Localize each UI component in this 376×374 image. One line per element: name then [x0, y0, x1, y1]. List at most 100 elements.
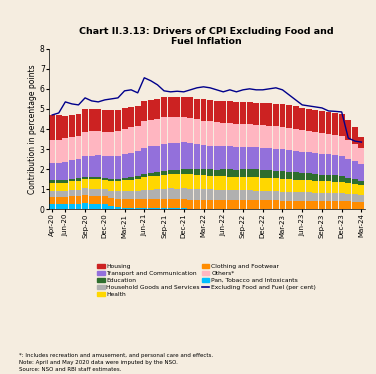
Bar	[299, 151, 305, 173]
Bar	[89, 179, 95, 188]
Title: Chart II.3.13: Drivers of CPI Excluding Food and
Fuel Inflation: Chart II.3.13: Drivers of CPI Excluding …	[79, 27, 334, 46]
Bar	[200, 169, 206, 175]
Bar	[332, 135, 338, 155]
Bar	[82, 156, 88, 177]
Bar	[128, 180, 134, 191]
Bar	[168, 96, 174, 117]
Bar	[135, 199, 141, 208]
Bar	[312, 181, 318, 193]
Bar	[332, 113, 338, 135]
Bar	[220, 101, 226, 123]
Bar	[247, 147, 253, 169]
Bar	[56, 183, 62, 191]
Bar	[220, 200, 226, 209]
Bar	[141, 208, 147, 209]
Bar	[279, 104, 285, 127]
Bar	[312, 201, 318, 209]
Bar	[194, 175, 200, 189]
Bar	[207, 169, 213, 176]
Bar	[293, 172, 299, 180]
Bar	[155, 199, 161, 208]
Bar	[174, 188, 180, 199]
Bar	[312, 110, 318, 132]
Bar	[207, 189, 213, 200]
Bar	[69, 179, 75, 181]
Bar	[56, 197, 62, 205]
Bar	[339, 137, 345, 156]
Bar	[253, 103, 259, 125]
Bar	[332, 155, 338, 175]
Bar	[148, 208, 154, 209]
Bar	[339, 193, 345, 201]
Bar	[135, 177, 141, 179]
Bar	[174, 199, 180, 208]
Bar	[358, 195, 364, 202]
Bar	[326, 112, 332, 134]
Bar	[62, 180, 68, 183]
Bar	[312, 174, 318, 181]
Bar	[326, 134, 332, 154]
Bar	[339, 201, 345, 209]
Bar	[95, 179, 101, 189]
Bar	[82, 195, 88, 203]
Bar	[115, 110, 121, 131]
Bar	[339, 176, 345, 182]
Bar	[56, 140, 62, 163]
Bar	[273, 200, 279, 209]
Bar	[358, 164, 364, 181]
Bar	[135, 126, 141, 151]
Bar	[76, 178, 82, 181]
Bar	[352, 161, 358, 180]
Bar	[306, 152, 312, 174]
Bar	[266, 200, 272, 209]
Bar	[293, 192, 299, 200]
Bar	[187, 98, 193, 118]
Bar	[121, 107, 127, 129]
Bar	[102, 178, 108, 180]
Bar	[69, 204, 75, 209]
Bar	[299, 180, 305, 192]
Bar	[299, 192, 305, 201]
Bar	[286, 105, 292, 128]
Bar	[227, 123, 233, 146]
Bar	[148, 199, 154, 208]
Bar	[121, 178, 127, 180]
Bar	[121, 191, 127, 199]
Bar	[352, 202, 358, 209]
Bar	[352, 144, 358, 161]
Bar	[260, 191, 266, 200]
Bar	[62, 138, 68, 162]
Bar	[293, 200, 299, 209]
Bar	[273, 178, 279, 191]
Bar	[233, 124, 240, 147]
Bar	[49, 180, 55, 183]
Bar	[266, 178, 272, 191]
Bar	[220, 123, 226, 146]
Bar	[247, 102, 253, 125]
Bar	[326, 193, 332, 201]
Text: *: Includes recreation and amusement, and personal care and effects.
Note: April: *: Includes recreation and amusement, an…	[19, 353, 213, 372]
Bar	[260, 103, 266, 125]
Bar	[247, 177, 253, 190]
Bar	[253, 178, 259, 190]
Bar	[121, 208, 127, 209]
Bar	[273, 126, 279, 148]
Bar	[332, 182, 338, 193]
Bar	[279, 191, 285, 200]
Bar	[108, 179, 114, 181]
Bar	[299, 173, 305, 180]
Bar	[155, 172, 161, 176]
Bar	[69, 114, 75, 137]
Bar	[168, 143, 174, 170]
Y-axis label: Contribution in percentage points: Contribution in percentage points	[28, 64, 37, 194]
Bar	[49, 205, 55, 209]
Bar	[82, 188, 88, 195]
Bar	[240, 200, 246, 209]
Bar	[240, 102, 246, 125]
Bar	[135, 151, 141, 177]
Bar	[155, 119, 161, 145]
Bar	[95, 155, 101, 177]
Bar	[135, 191, 141, 199]
Bar	[247, 169, 253, 177]
Bar	[128, 199, 134, 208]
